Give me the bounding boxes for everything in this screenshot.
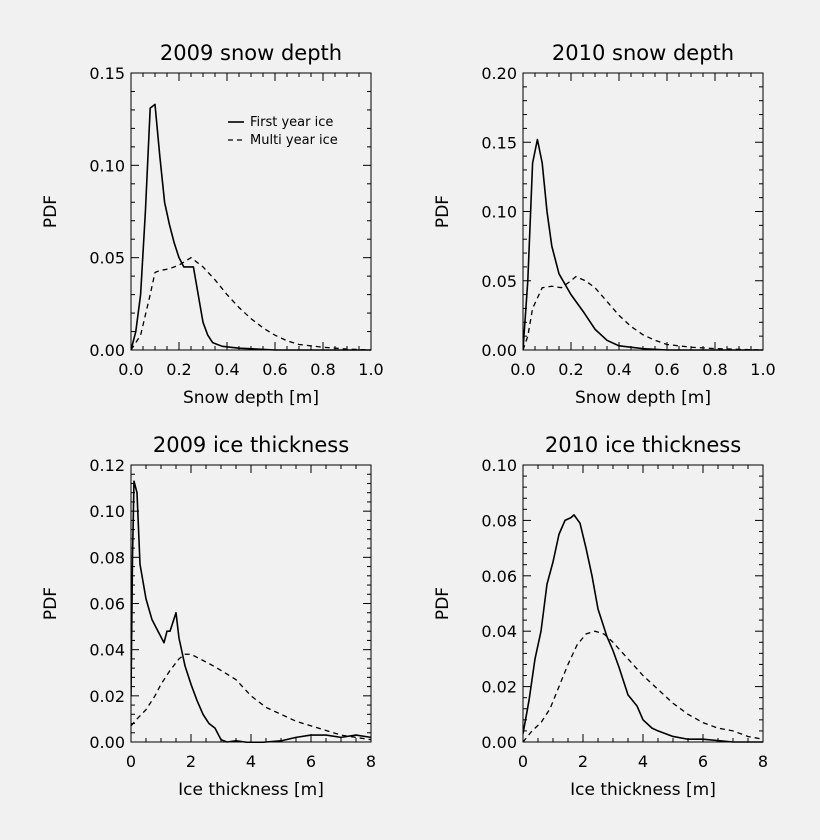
y-tick-label: 0.04	[481, 622, 517, 641]
x-tick-label: 0.6	[654, 360, 679, 379]
y-tick-label: 0.04	[89, 641, 125, 660]
y-tick-label: 0.02	[481, 678, 517, 697]
y-tick-label: 0.15	[481, 133, 517, 152]
x-tick-label: 8	[366, 752, 376, 771]
plot-frame	[522, 464, 764, 743]
plot-frame	[130, 464, 372, 743]
x-tick-label: 0.0	[510, 360, 535, 379]
y-tick-label: 0.05	[481, 272, 517, 291]
y-tick-label: 0.08	[481, 511, 517, 530]
y-axis-label: PDF	[41, 587, 61, 620]
y-tick-label: 0.10	[89, 156, 125, 175]
x-tick-label: 6	[306, 752, 316, 771]
y-tick-label: 0.06	[89, 595, 125, 614]
y-tick-label: 0.00	[89, 341, 125, 360]
y-axis-label: PDF	[433, 195, 453, 228]
y-axis-label: PDF	[41, 195, 61, 228]
x-axis-label: Ice thickness [m]	[178, 780, 324, 800]
x-tick-label: 0.4	[214, 360, 239, 379]
y-tick-label: 0.12	[89, 456, 125, 475]
series-line-multi-year-ice	[523, 630, 763, 743]
series-line-multi-year-ice	[131, 256, 371, 351]
series-line-multi-year-ice	[131, 653, 371, 741]
y-tick-label: 0.00	[481, 341, 517, 360]
x-tick-label: 1.0	[358, 360, 383, 379]
y-tick-label: 0.10	[481, 203, 517, 222]
x-tick-label: 4	[246, 752, 256, 771]
x-tick-label: 0.4	[606, 360, 631, 379]
series-line-first-year-ice	[523, 138, 763, 351]
x-axis-label: Snow depth [m]	[575, 388, 711, 408]
series-line-multi-year-ice	[523, 275, 763, 351]
x-tick-label: 0.8	[702, 360, 727, 379]
y-tick-label: 0.00	[481, 733, 517, 752]
y-tick-label: 0.08	[89, 548, 125, 567]
plot-frame	[522, 72, 764, 351]
chart-title: 2009 ice thickness	[153, 433, 349, 457]
chart-panel-3: 2009 ice thickness Ice thickness [m] PDF 0 2…	[41, 433, 376, 800]
chart-panel-1: 2009 snow depth Snow depth [m] PDF 0.0 0.2 0.…	[41, 41, 384, 408]
y-tick-label: 0.05	[89, 249, 125, 268]
y-axis-label: PDF	[433, 587, 453, 620]
x-tick-label: 0.6	[262, 360, 287, 379]
x-tick-label: 4	[638, 752, 648, 771]
x-tick-label: 0	[518, 752, 528, 771]
chart-title: 2010 ice thickness	[545, 433, 741, 457]
x-tick-label: 0.8	[310, 360, 335, 379]
series-line-first-year-ice	[131, 480, 371, 743]
y-tick-label: 0.00	[89, 733, 125, 752]
chart-panel-4: 2010 ice thickness Ice thickness [m] PDF 0 2…	[433, 433, 768, 800]
y-tick-label: 0.06	[481, 567, 517, 586]
chart-panel-2: 2010 snow depth Snow depth [m] PDF 0.0 0.2 0.…	[433, 41, 776, 408]
x-tick-label: 8	[758, 752, 768, 771]
x-tick-label: 0.0	[118, 360, 143, 379]
y-tick-label: 0.20	[481, 64, 517, 83]
series-line-first-year-ice	[523, 514, 763, 743]
x-axis-label: Ice thickness [m]	[570, 780, 716, 800]
x-tick-label: 2	[186, 752, 196, 771]
y-tick-label: 0.10	[481, 456, 517, 475]
legend-label: First year ice	[250, 115, 333, 130]
chart-title: 2009 snow depth	[160, 41, 342, 65]
x-tick-label: 0.2	[166, 360, 191, 379]
x-tick-label: 0.2	[558, 360, 583, 379]
legend-label: Multi year ice	[250, 133, 338, 148]
series-line-first-year-ice	[131, 103, 371, 351]
chart-title: 2010 snow depth	[552, 41, 734, 65]
x-tick-label: 0	[126, 752, 136, 771]
x-tick-label: 1.0	[750, 360, 775, 379]
y-tick-label: 0.10	[89, 502, 125, 521]
y-tick-label: 0.15	[89, 64, 125, 83]
x-tick-label: 6	[698, 752, 708, 771]
x-tick-label: 2	[578, 752, 588, 771]
y-tick-label: 0.02	[89, 687, 125, 706]
x-axis-label: Snow depth [m]	[183, 388, 319, 408]
